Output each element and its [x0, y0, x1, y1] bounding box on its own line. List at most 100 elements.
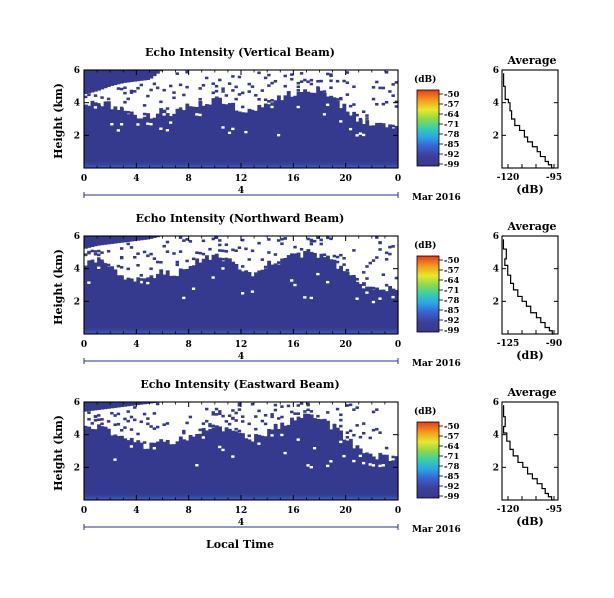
echo-speckle — [119, 266, 124, 269]
colorbar-tick-label: -99 — [444, 160, 459, 170]
echo-speckle — [299, 80, 304, 83]
echo-column — [342, 103, 347, 168]
echo-speckle — [178, 83, 183, 87]
echo-speckle — [110, 109, 114, 112]
echo-speckle — [87, 417, 91, 421]
echo-speckle — [237, 429, 242, 433]
echo-upper-layer — [113, 402, 118, 408]
average-title: Average — [506, 386, 556, 399]
colorbar-tick-label: -57 — [444, 100, 459, 110]
echo-speckle — [191, 257, 196, 261]
echo-speckle — [352, 249, 356, 252]
average-y-tick-label: 6 — [493, 66, 499, 76]
echo-speckle — [237, 75, 242, 79]
echo-column — [169, 116, 173, 168]
echo-column — [247, 439, 252, 500]
echo-speckle — [362, 271, 366, 274]
echo-column — [241, 112, 245, 168]
echo-speckle — [358, 117, 363, 121]
echo-speckle — [352, 408, 356, 411]
echo-speckle — [221, 257, 225, 261]
colorbar-tick-label: -85 — [444, 306, 459, 316]
echo-speckle — [371, 259, 376, 262]
echo-speckle — [247, 258, 251, 261]
echo-upper-layer — [155, 236, 160, 238]
echo-speckle — [113, 414, 117, 417]
echo-column — [247, 108, 252, 168]
echo-column — [133, 442, 137, 500]
y-tick-label: 4 — [74, 265, 80, 275]
echo-column — [267, 104, 272, 168]
echo-speckle — [211, 91, 215, 95]
echo-column — [316, 418, 321, 500]
echo-column — [290, 96, 294, 168]
heatmap-axes: 0 4 8 12 16 20 0 2 4 6 4 — [74, 398, 401, 530]
echo-speckle — [218, 412, 222, 416]
x-tick-label: 8 — [186, 340, 192, 350]
echo-column — [332, 97, 337, 168]
echo-speckle — [211, 424, 215, 428]
day-label: 4 — [238, 518, 244, 528]
echo-gap-speckle — [355, 134, 359, 137]
echo-column — [198, 433, 203, 500]
echo-speckle — [365, 265, 369, 268]
echo-column — [322, 92, 327, 168]
echo-upper-layer — [119, 236, 124, 243]
echo-speckle — [84, 425, 88, 429]
echo-speckle — [342, 79, 346, 83]
echo-upper-layer — [136, 402, 141, 406]
echo-column — [250, 441, 255, 500]
echo-speckle — [165, 240, 170, 244]
echo-speckle — [391, 455, 395, 459]
echo-speckle — [178, 236, 183, 239]
average-y-tick-label: 6 — [493, 232, 499, 242]
echo-speckle — [286, 404, 291, 408]
echo-upper-layer — [103, 236, 108, 245]
echo-speckle — [129, 428, 134, 431]
echo-column — [270, 429, 275, 500]
echo-column — [182, 269, 186, 334]
x-tick-label: 16 — [287, 506, 300, 516]
echo-column — [224, 259, 229, 334]
echo-column — [103, 103, 108, 168]
colorbar-gradient — [416, 89, 440, 167]
echo-speckle — [126, 97, 130, 101]
echo-speckle — [116, 422, 121, 426]
colorbar-tick-label: -64 — [444, 442, 459, 452]
echo-speckle — [198, 251, 202, 255]
echo-column — [326, 420, 330, 500]
echo-column — [110, 435, 115, 500]
echo-speckle — [155, 402, 160, 406]
echo-upper-layer — [149, 70, 154, 79]
echo-column — [339, 430, 343, 500]
echo-column — [155, 274, 160, 334]
echo-speckle — [267, 251, 271, 254]
echo-gap-speckle — [152, 447, 157, 450]
echo-gap-speckle — [195, 113, 199, 116]
echo-speckle — [371, 86, 376, 89]
echo-speckle — [208, 423, 212, 426]
echo-speckle — [87, 411, 91, 414]
echo-column — [113, 434, 118, 500]
echo-column — [270, 264, 275, 334]
echo-gap-speckle — [309, 296, 314, 300]
echo-speckle — [237, 93, 242, 96]
echo-column — [142, 278, 147, 334]
echo-column — [149, 275, 154, 334]
echo-gap-speckle — [312, 446, 317, 450]
echo-speckle — [384, 251, 389, 255]
echo-speckle — [100, 259, 104, 263]
echo-speckle — [378, 86, 382, 90]
echo-speckle — [152, 427, 157, 430]
echo-upper-layer — [106, 402, 111, 409]
echo-column — [358, 448, 363, 500]
echo-speckle — [100, 422, 104, 426]
echo-speckle — [159, 260, 163, 264]
echo-speckle — [267, 100, 271, 103]
echo-speckle — [100, 251, 104, 254]
echo-column — [394, 125, 399, 168]
echo-speckle — [391, 94, 395, 97]
echo-column — [211, 98, 216, 168]
echo-column — [381, 454, 386, 500]
echo-column — [322, 418, 327, 500]
